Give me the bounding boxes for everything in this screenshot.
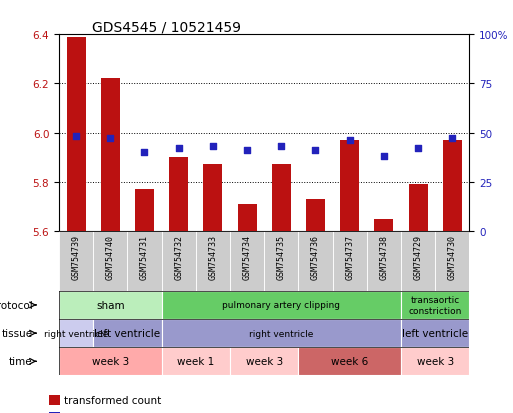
Bar [67, 38, 86, 231]
Text: week 1: week 1 [177, 356, 214, 366]
Text: left ventricle: left ventricle [402, 328, 468, 338]
Bar [49, 395, 60, 405]
Point [106, 136, 114, 142]
Bar [59, 319, 93, 347]
Text: protocol: protocol [0, 300, 32, 310]
Text: week 6: week 6 [331, 356, 368, 366]
Bar [127, 231, 162, 291]
Bar [264, 231, 299, 291]
Text: GDS4545 / 10521459: GDS4545 / 10521459 [92, 20, 241, 34]
Bar [196, 231, 230, 291]
Text: sham: sham [96, 300, 125, 310]
Bar [162, 231, 196, 291]
Bar [401, 291, 469, 319]
Point [209, 144, 217, 150]
Bar [332, 231, 367, 291]
Text: GSM754731: GSM754731 [140, 234, 149, 279]
Bar [93, 319, 162, 347]
Text: percentile rank within the sample: percentile rank within the sample [64, 412, 240, 413]
Bar [101, 79, 120, 231]
Bar [169, 158, 188, 231]
Bar [59, 291, 162, 319]
Bar [230, 347, 299, 375]
Bar [59, 347, 162, 375]
Bar [299, 231, 332, 291]
Bar [401, 319, 469, 347]
Point [346, 138, 354, 145]
Bar [135, 190, 154, 231]
Point [277, 144, 285, 150]
Text: GSM754730: GSM754730 [448, 234, 457, 279]
Bar [374, 219, 393, 231]
Text: GSM754729: GSM754729 [413, 234, 423, 279]
Text: tissue: tissue [2, 328, 32, 338]
Bar [162, 291, 401, 319]
Bar [409, 185, 427, 231]
Bar [443, 140, 462, 231]
Bar [401, 347, 469, 375]
Bar [204, 165, 222, 231]
Text: GSM754740: GSM754740 [106, 234, 115, 279]
Point [243, 147, 251, 154]
Text: week 3: week 3 [417, 356, 454, 366]
Text: week 3: week 3 [92, 356, 129, 366]
Text: right ventricle: right ventricle [44, 329, 108, 338]
Bar [367, 231, 401, 291]
Text: GSM754738: GSM754738 [380, 234, 388, 279]
Point [448, 136, 457, 142]
Bar [435, 231, 469, 291]
Text: time: time [9, 356, 32, 366]
Text: right ventricle: right ventricle [249, 329, 313, 338]
Point [141, 150, 149, 156]
Text: GSM754732: GSM754732 [174, 234, 183, 279]
Bar [299, 347, 401, 375]
Bar [162, 319, 401, 347]
Bar [272, 165, 291, 231]
Text: GSM754737: GSM754737 [345, 234, 354, 279]
Bar [93, 231, 127, 291]
Point [174, 146, 183, 152]
Point [380, 154, 388, 160]
Text: GSM754739: GSM754739 [72, 234, 81, 279]
Text: GSM754733: GSM754733 [208, 234, 218, 279]
Text: week 3: week 3 [246, 356, 283, 366]
Bar [162, 347, 230, 375]
Text: GSM754736: GSM754736 [311, 234, 320, 279]
Bar [340, 140, 359, 231]
Point [414, 146, 422, 152]
Point [311, 147, 320, 154]
Bar [238, 204, 256, 231]
Text: GSM754734: GSM754734 [243, 234, 251, 279]
Text: transaortic
constriction: transaortic constriction [408, 296, 462, 315]
Bar [401, 231, 435, 291]
Bar [59, 231, 93, 291]
Point [72, 134, 80, 140]
Bar [49, 412, 60, 413]
Text: GSM754735: GSM754735 [277, 234, 286, 279]
Text: left ventricle: left ventricle [94, 328, 161, 338]
Bar [230, 231, 264, 291]
Text: transformed count: transformed count [64, 395, 161, 405]
Bar [306, 199, 325, 231]
Text: pulmonary artery clipping: pulmonary artery clipping [222, 301, 340, 310]
